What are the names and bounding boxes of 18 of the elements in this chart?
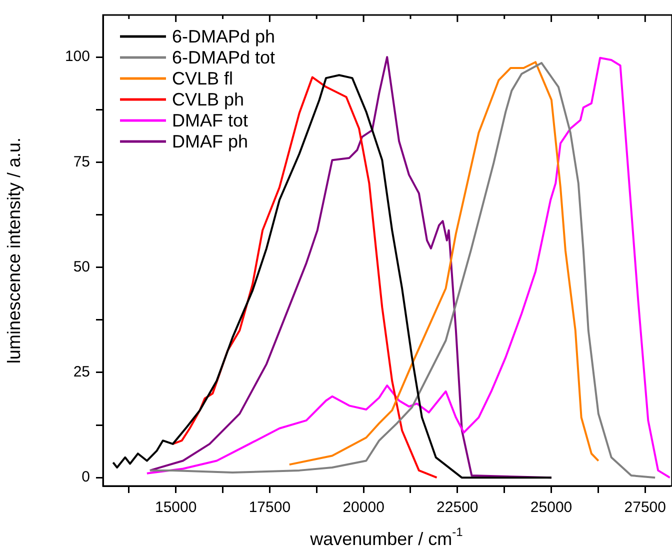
y-tick-label: 100	[64, 48, 90, 66]
x-tick-label: 25000	[530, 499, 572, 516]
y-axis-title: luminescence intensity / a.u.	[4, 137, 24, 364]
x-tick-label: 15000	[154, 499, 197, 516]
x-tick-label: 20000	[342, 499, 384, 516]
y-tick-label: 25	[73, 364, 90, 381]
legend-label: CVLB fl	[172, 68, 234, 88]
legend-label: DMAF tot	[172, 110, 248, 130]
y-tick-label: 75	[73, 153, 90, 170]
legend-label: CVLB ph	[172, 89, 244, 110]
legend-label: 6-DMAPd ph	[172, 26, 276, 46]
legend-label: DMAF ph	[172, 131, 248, 152]
y-tick-label: 0	[82, 468, 90, 486]
x-tick-label: 22500	[436, 499, 478, 516]
x-tick-label: 17500	[248, 499, 291, 516]
legend-label: 6-DMAPd tot	[172, 47, 276, 68]
x-tick-label: 27500	[624, 499, 666, 516]
y-tick-label: 50	[73, 258, 90, 276]
